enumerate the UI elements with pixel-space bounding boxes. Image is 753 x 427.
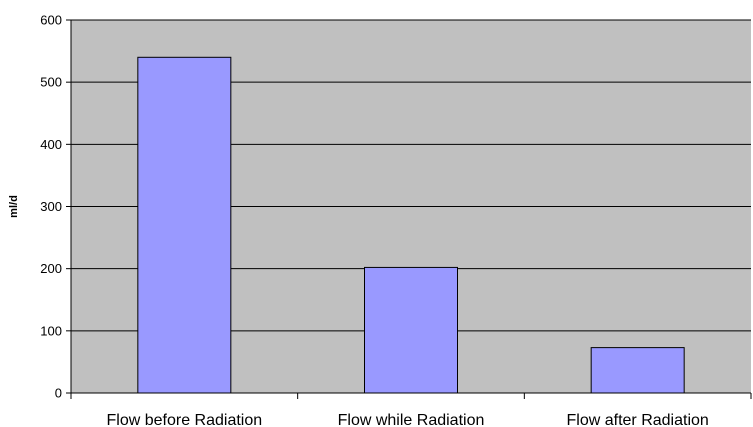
y-tick-label: 600 [40,13,62,28]
y-tick-label: 400 [40,137,62,152]
x-tick-label: Flow while Radiation [338,412,485,427]
bar [590,347,685,394]
y-tick-label: 300 [40,199,62,214]
y-axis-title: ml/d [8,195,20,218]
bar [364,266,458,394]
x-tick-label: Flow before Radiation [107,412,263,427]
bars [137,56,685,394]
x-tick-label: Flow after Radiation [567,412,709,427]
x-tick-labels: Flow before Radiation Flow while Radiatio… [107,412,709,427]
y-tick-label: 100 [40,323,62,338]
y-tick-label: 200 [40,261,62,276]
axes [66,19,752,399]
bar [137,56,232,394]
y-tick-labels: 0 100 200 300 400 500 600 [40,13,62,401]
y-tick-label: 500 [40,75,62,90]
y-tick-label: 0 [55,386,62,401]
